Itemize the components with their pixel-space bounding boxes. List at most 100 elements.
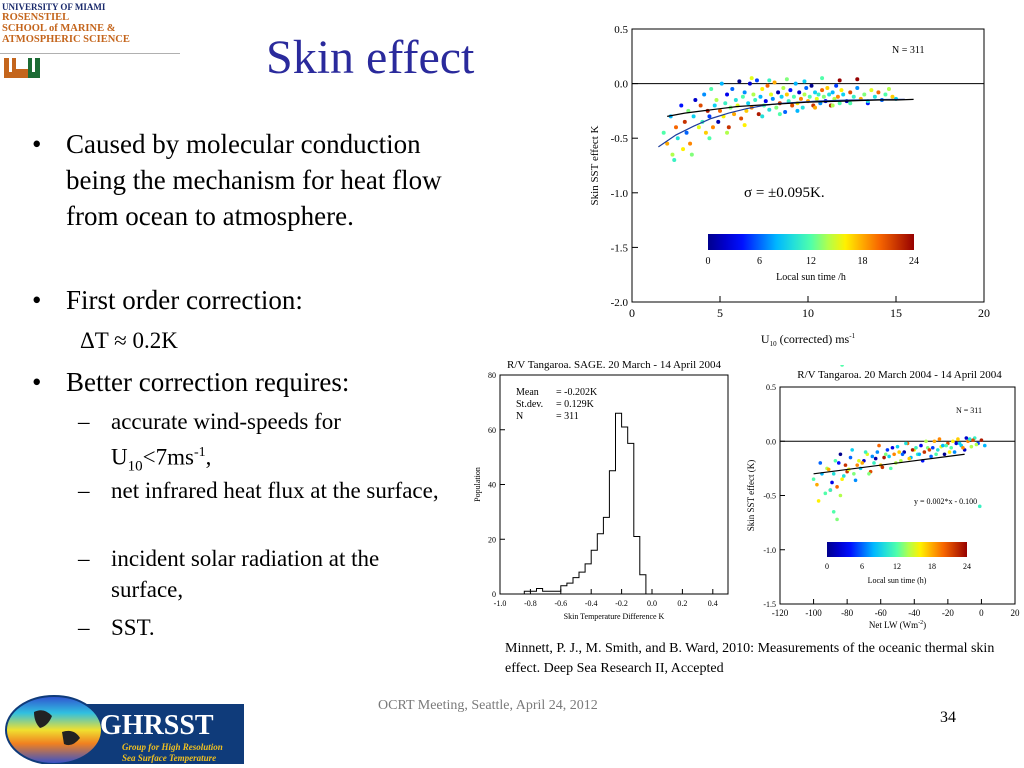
data-point — [872, 94, 877, 99]
data-point — [956, 437, 960, 441]
data-point — [869, 88, 874, 93]
y-tick-label: -1.5 — [611, 242, 629, 254]
y-tick-label: 20 — [488, 535, 496, 544]
data-point — [770, 96, 775, 101]
data-point — [967, 437, 972, 441]
data-point — [769, 92, 774, 97]
colorbar-tick-label: 12 — [893, 562, 901, 571]
data-point — [917, 452, 922, 457]
x-tick-label: 0 — [629, 306, 635, 320]
data-point — [835, 94, 840, 99]
sub-bullet-text: accurate wind-speeds for — [111, 409, 341, 434]
data-point — [744, 108, 749, 113]
sub-bullet-net-infrared: – net infrared heat flux at the surface, — [78, 475, 441, 506]
x-tick-label: -0.8 — [524, 599, 537, 608]
y-axis-label: Skin SST effect (K) — [746, 460, 756, 531]
data-point — [774, 105, 779, 110]
data-point — [725, 130, 730, 135]
data-point — [665, 141, 670, 146]
data-point — [790, 103, 795, 108]
data-point — [835, 485, 839, 489]
university-logo: UNIVERSITY OF MIAMI ROSENSTIEL SCHOOL of… — [0, 0, 180, 82]
y-axis-label: Population — [473, 467, 482, 502]
chart-title: R/V Tangaroa. SAGE. 20 March - 14 April … — [507, 359, 721, 371]
data-point — [841, 92, 846, 97]
colorbar-tick-label: 24 — [963, 562, 971, 571]
data-point — [850, 448, 854, 452]
colorbar-tick-label: 0 — [825, 562, 829, 571]
data-point — [840, 477, 844, 482]
data-point — [714, 97, 719, 102]
data-point — [661, 130, 666, 135]
data-point — [944, 443, 948, 448]
data-point — [883, 452, 888, 457]
x-tick-label: -60 — [875, 608, 887, 618]
data-point — [982, 443, 987, 448]
data-point — [753, 97, 758, 102]
data-point — [791, 94, 796, 99]
data-point — [841, 474, 846, 478]
data-point — [867, 472, 871, 476]
bullet-first-order: • First order correction: — [32, 282, 486, 318]
data-point — [820, 88, 825, 93]
data-point — [935, 448, 940, 452]
x-tick-label: -40 — [908, 608, 920, 618]
data-point — [742, 123, 747, 128]
data-point — [707, 114, 712, 119]
correction-formula: ΔT ≈ 0.2K — [80, 328, 178, 353]
bullet-dot: • — [32, 129, 42, 159]
data-point — [886, 87, 891, 92]
stat-value: = 311 — [556, 411, 579, 422]
y-tick-label: -0.5 — [611, 133, 629, 145]
data-point — [838, 452, 843, 457]
x-axis-label-u: U — [761, 332, 770, 346]
data-point — [813, 105, 818, 110]
data-point — [831, 509, 836, 514]
data-point — [702, 92, 707, 97]
sub-bullet-text: incident solar radiation at the surface, — [111, 546, 380, 602]
data-point — [895, 444, 900, 449]
skin-temperature-histogram: R/V Tangaroa. SAGE. 20 March - 14 April … — [473, 359, 729, 621]
data-point — [740, 94, 745, 99]
y-tick-label: 40 — [488, 481, 496, 490]
data-point — [783, 109, 788, 114]
data-point — [863, 450, 868, 454]
data-point — [914, 445, 918, 450]
data-point — [843, 463, 848, 467]
data-point — [707, 136, 712, 141]
data-point — [851, 94, 856, 99]
data-point — [964, 436, 969, 440]
n-annotation: N = 311 — [956, 406, 982, 415]
data-point — [855, 85, 860, 90]
ghrsst-tagline-2: Sea Surface Temperature — [122, 753, 216, 763]
data-point — [961, 445, 965, 450]
data-point — [833, 458, 838, 463]
data-point — [811, 477, 816, 482]
data-point — [857, 458, 861, 463]
u10-subscript: 10 — [127, 458, 143, 475]
logo-divider — [0, 53, 180, 54]
colorbar-tick-label: 0 — [706, 256, 711, 267]
data-point — [828, 488, 833, 492]
data-point — [816, 92, 821, 97]
x-axis-label-sup: -2 — [918, 620, 923, 626]
data-point — [919, 443, 923, 448]
data-point — [814, 96, 819, 101]
bullet-better-correction: • Better correction requires: — [32, 364, 486, 400]
logo-line-rosenstiel: ROSENSTIEL — [2, 12, 70, 23]
colorbar-tick-label: 24 — [909, 256, 919, 267]
x-tick-label: 20 — [1011, 608, 1021, 618]
data-point — [875, 450, 880, 454]
data-point — [754, 78, 759, 83]
data-point — [885, 448, 890, 452]
data-point — [957, 441, 962, 446]
data-point — [830, 103, 835, 108]
data-point — [924, 439, 928, 444]
logo-line-atmospheric: ATMOSPHERIC SCIENCE — [2, 34, 130, 45]
skin-effect-netlw-chart: R/V Tangaroa. 20 March 2004 - 14 April 2… — [746, 365, 1021, 630]
colorbar-tick-label: 6 — [757, 256, 762, 267]
data-point — [951, 439, 955, 444]
data-point — [710, 125, 715, 130]
data-point — [937, 437, 942, 441]
data-point — [739, 116, 744, 121]
